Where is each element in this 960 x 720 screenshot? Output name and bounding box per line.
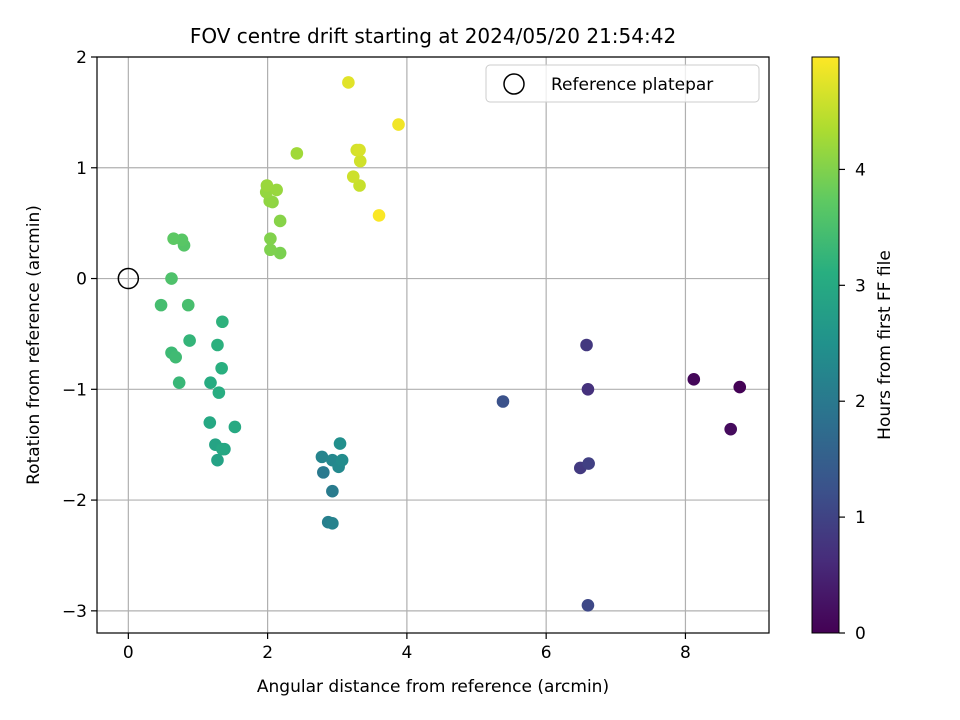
x-tick-label: 2 bbox=[262, 643, 273, 663]
data-point bbox=[183, 334, 196, 347]
data-point bbox=[273, 246, 287, 260]
data-point bbox=[273, 214, 287, 228]
data-point bbox=[169, 350, 182, 364]
colorbar-tick-label: 2 bbox=[855, 392, 866, 412]
data-point bbox=[317, 466, 330, 479]
data-point bbox=[228, 420, 242, 434]
reference-platepar-marker bbox=[117, 267, 140, 290]
data-point bbox=[165, 272, 178, 285]
colorbar-tick-label: 3 bbox=[855, 276, 866, 296]
data-point bbox=[581, 599, 595, 612]
x-axis-ticks: 0 2 4 6 8 bbox=[123, 633, 691, 663]
data-point bbox=[181, 298, 195, 312]
data-point bbox=[203, 416, 217, 429]
data-point bbox=[392, 118, 405, 131]
data-point bbox=[346, 170, 360, 183]
data-point bbox=[211, 338, 224, 352]
x-tick-label: 4 bbox=[401, 643, 412, 663]
x-tick-label: 8 bbox=[680, 643, 691, 663]
data-point bbox=[353, 143, 366, 157]
y-tick-label: 1 bbox=[76, 159, 87, 179]
data-point bbox=[167, 232, 180, 245]
x-tick-label: 6 bbox=[541, 643, 552, 663]
data-point bbox=[204, 376, 217, 389]
data-point bbox=[335, 453, 349, 467]
data-point bbox=[154, 298, 168, 312]
data-point bbox=[581, 383, 595, 396]
data-point bbox=[290, 147, 304, 160]
data-point bbox=[260, 179, 274, 192]
x-axis-label: Angular distance from reference (arcmin) bbox=[257, 677, 609, 697]
y-tick-label: −3 bbox=[62, 602, 87, 622]
data-point bbox=[496, 395, 510, 408]
y-tick-label: 2 bbox=[76, 48, 87, 68]
data-point bbox=[270, 183, 283, 197]
data-point bbox=[172, 376, 186, 389]
data-point bbox=[580, 338, 593, 352]
data-point bbox=[724, 422, 737, 436]
y-axis-ticks: −3 −2 −1 0 1 2 bbox=[62, 48, 97, 622]
legend-box bbox=[485, 64, 760, 103]
data-point bbox=[326, 484, 339, 498]
data-point bbox=[315, 450, 329, 464]
data-point bbox=[353, 179, 366, 192]
y-tick-label: 0 bbox=[76, 270, 87, 290]
data-point bbox=[372, 209, 386, 222]
data-point bbox=[216, 442, 229, 456]
data-point bbox=[211, 453, 224, 467]
y-axis-label: Rotation from reference (arcmin) bbox=[24, 205, 44, 485]
colorbar-ticks: 0 1 2 3 4 bbox=[839, 160, 866, 644]
x-tick-label: 0 bbox=[123, 643, 134, 663]
chart-title: FOV centre drift starting at 2024/05/20 … bbox=[190, 24, 676, 48]
data-points bbox=[117, 76, 747, 612]
colorbar-gradient bbox=[811, 56, 840, 634]
colorbar-tick-label: 4 bbox=[855, 160, 866, 180]
data-point bbox=[326, 517, 339, 530]
colorbar-tick-label: 1 bbox=[855, 508, 866, 528]
data-point bbox=[733, 380, 747, 394]
data-point bbox=[333, 437, 347, 450]
legend-reference-marker bbox=[503, 73, 525, 95]
legend-entry-reference-platepar: Reference platepar bbox=[551, 75, 713, 95]
data-point bbox=[264, 232, 277, 245]
data-point bbox=[264, 243, 277, 257]
y-tick-label: −1 bbox=[62, 380, 87, 400]
data-point bbox=[212, 386, 226, 399]
colorbar: 0 1 2 3 4 Hours from first FF file bbox=[811, 56, 895, 644]
data-point bbox=[353, 154, 367, 168]
data-point bbox=[215, 361, 228, 375]
colorbar-label: Hours from first FF file bbox=[875, 250, 895, 440]
data-point bbox=[687, 373, 701, 386]
data-point bbox=[216, 315, 229, 329]
plot-frame bbox=[96, 56, 770, 634]
data-point bbox=[582, 457, 595, 470]
colorbar-tick-label: 0 bbox=[855, 624, 866, 644]
y-tick-label: −2 bbox=[62, 491, 87, 511]
data-point bbox=[342, 76, 355, 89]
legend: Reference platepar bbox=[485, 64, 760, 103]
